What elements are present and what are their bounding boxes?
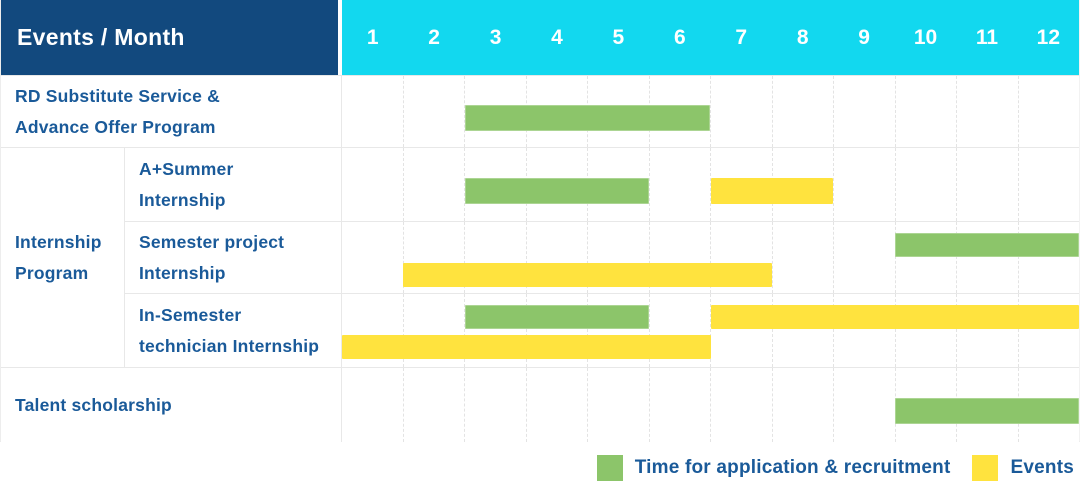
- month-header-2: 2: [428, 25, 440, 49]
- month-header-1: 1: [366, 25, 379, 49]
- application-bar: [464, 177, 650, 204]
- month-header-7: 7: [735, 25, 748, 49]
- application-bar: [464, 305, 650, 329]
- event-bar: [710, 177, 834, 204]
- month-header-11: 11: [975, 25, 999, 49]
- month-gridlines: [342, 76, 1079, 147]
- application-bar: [464, 104, 711, 131]
- month-header-12: 12: [1036, 25, 1061, 49]
- legend: Time for application & recruitment Event…: [0, 442, 1080, 494]
- event-bar: [710, 305, 1079, 329]
- month-header-row: 1 2 3 4 5 6 7 8 9 10 11 12: [342, 0, 1079, 75]
- month-header-4: 4: [551, 25, 563, 49]
- month-header-10: 10: [913, 25, 938, 49]
- application-legend-label: Time for application & recruitment: [634, 457, 951, 478]
- gantt-table: Events / Month 1 2 3 4 5 6 7 8 9 10 11 12 RD Substi…: [0, 0, 1080, 442]
- legend-item-events: Events: [972, 455, 1074, 481]
- timeline-row-a-plus-summer-internship: [342, 147, 1079, 221]
- events-legend-swatch: [972, 455, 999, 481]
- legend-item-application: Time for application & recruitment: [596, 455, 951, 481]
- application-bar: [894, 233, 1079, 257]
- group-label-internship-program: Internship Program: [1, 147, 125, 367]
- timeline-row-rd-substitute-service-advance-offer-program: [342, 75, 1079, 147]
- timeline-row-in-semester-technician-internship: [342, 293, 1079, 367]
- row-label-a-plus-summer-internship: A+Summer Internship: [125, 147, 342, 221]
- timeline-row-talent-scholarship: [342, 367, 1079, 442]
- application-legend-swatch: [596, 455, 623, 481]
- row-label-talent-scholarship: Talent scholarship: [1, 367, 342, 442]
- month-header-8: 8: [796, 25, 809, 49]
- row-label-rd-substitute-service-advance-offer-program: RD Substitute Service & Advance Offer Pro…: [1, 75, 342, 147]
- month-header-3: 3: [489, 25, 502, 49]
- events-legend-label: Events: [1010, 457, 1074, 478]
- row-label-semester-project-internship: Semester project Internship: [125, 221, 342, 293]
- row-label-in-semester-technician-internship: In-Semester technician Internship: [125, 293, 342, 367]
- event-bar: [342, 335, 711, 359]
- timeline-row-semester-project-internship: [342, 221, 1079, 293]
- events-month-header: Events / Month: [1, 0, 342, 75]
- month-header-6: 6: [673, 25, 686, 49]
- application-bar: [894, 398, 1079, 424]
- event-bar: [403, 263, 772, 287]
- month-header-9: 9: [858, 25, 870, 49]
- month-header-5: 5: [612, 25, 625, 49]
